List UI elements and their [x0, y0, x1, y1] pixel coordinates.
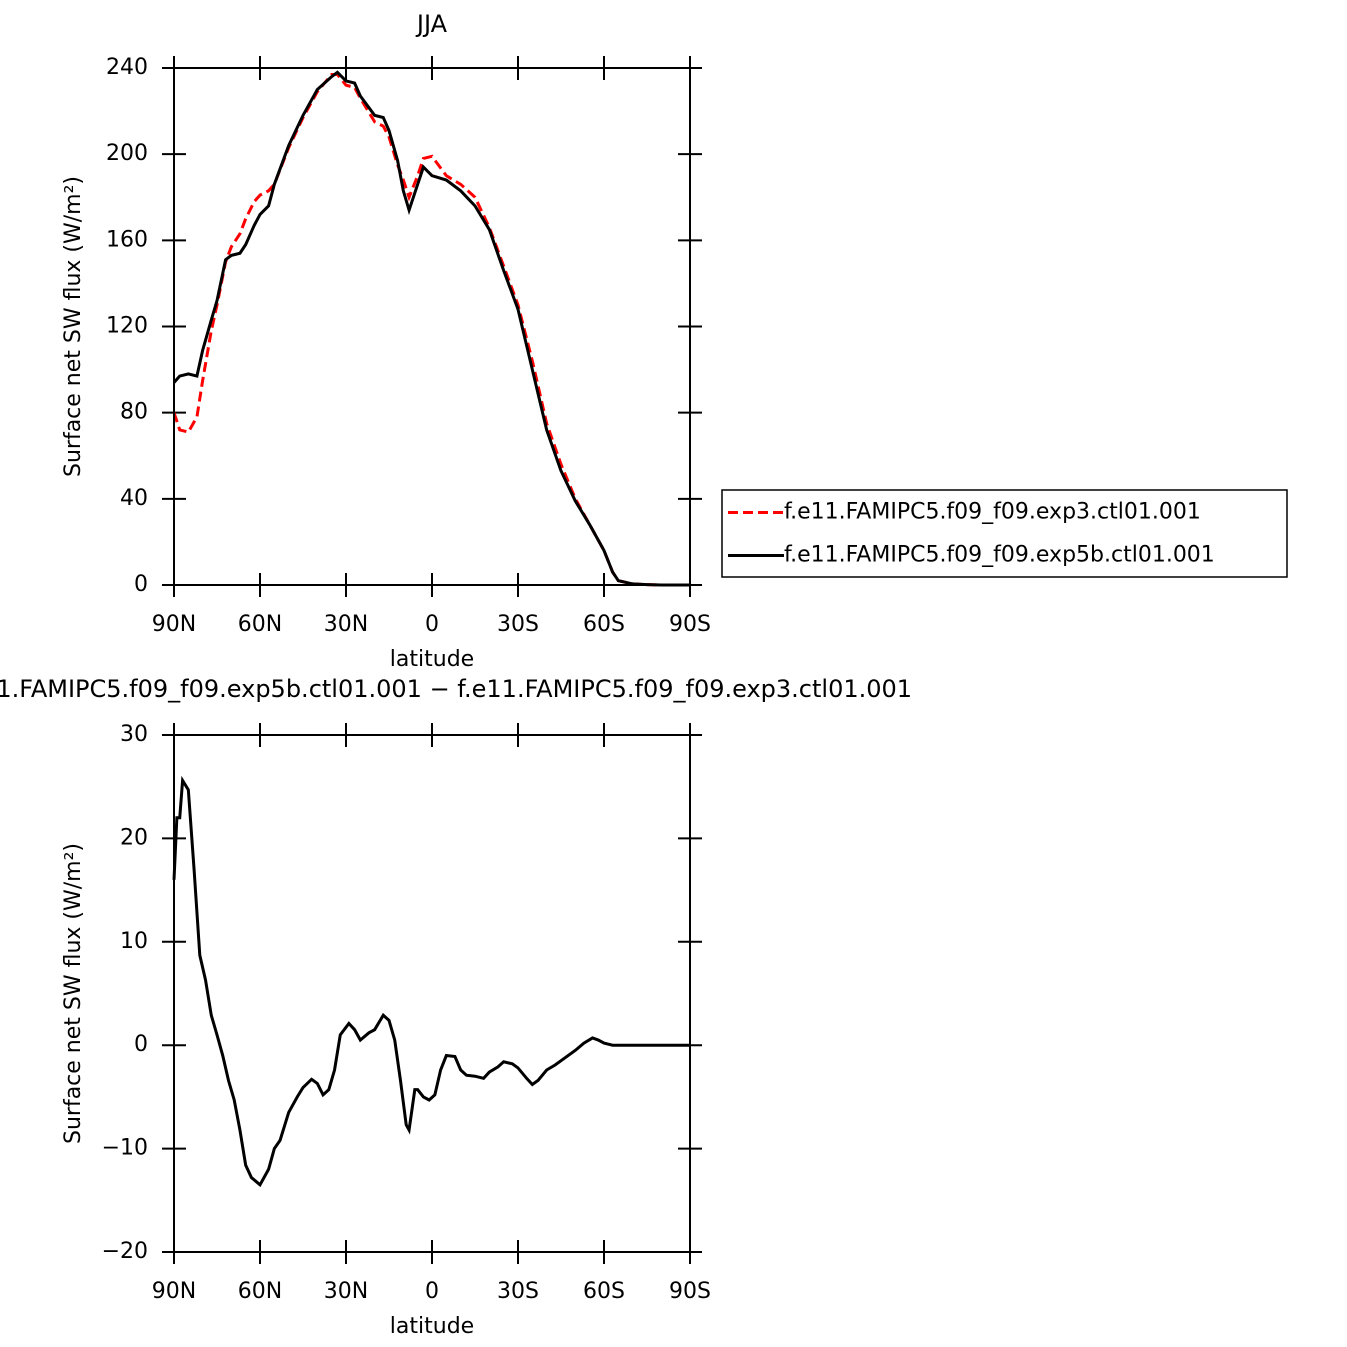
series-line: [172, 72, 690, 587]
y-tick-label: 0: [134, 1032, 148, 1057]
y-tick-label: −10: [102, 1136, 148, 1161]
y-axis-label: Surface net SW flux (W/m²): [61, 176, 86, 477]
x-tick-label: 60S: [583, 1279, 625, 1304]
x-tick-label: 30N: [324, 1279, 368, 1304]
x-tick-label: 0: [425, 612, 439, 637]
x-tick-label: 90N: [152, 1279, 196, 1304]
x-tick-label: 90S: [669, 1279, 711, 1304]
y-tick-label: 30: [120, 722, 148, 747]
x-tick-label: 90N: [152, 612, 196, 637]
x-axis-label: latitude: [390, 1314, 474, 1339]
x-tick-label: 90S: [669, 612, 711, 637]
y-tick-label: 20: [120, 825, 148, 850]
series-line: [172, 70, 690, 587]
y-tick-label: 40: [120, 486, 148, 511]
x-tick-label: 0: [425, 1279, 439, 1304]
y-tick-label: 240: [106, 55, 148, 80]
x-tick-label: 60S: [583, 612, 625, 637]
y-tick-label: 0: [134, 572, 148, 597]
x-tick-label: 60N: [238, 612, 282, 637]
x-tick-label: 30S: [497, 612, 539, 637]
y-tick-label: 200: [106, 141, 148, 166]
chart-title: JJA: [415, 10, 448, 38]
y-tick-label: −20: [102, 1239, 148, 1264]
x-tick-label: 60N: [238, 1279, 282, 1304]
x-tick-label: 30S: [497, 1279, 539, 1304]
y-axis-label: Surface net SW flux (W/m²): [61, 843, 86, 1144]
y-tick-label: 120: [106, 314, 148, 339]
legend-label: f.e11.FAMIPC5.f09_f09.exp5b.ctl01.001: [784, 543, 1215, 568]
y-tick-label: 10: [120, 929, 148, 954]
plot-frame: [173, 67, 691, 586]
plot-frame: [173, 734, 691, 1253]
x-tick-label: 30N: [324, 612, 368, 637]
chart-title: f.e11.FAMIPC5.f09_f09.exp5b.ctl01.001 − …: [0, 675, 912, 703]
y-tick-label: 80: [120, 400, 148, 425]
x-axis-label: latitude: [390, 647, 474, 672]
y-tick-label: 160: [106, 227, 148, 252]
legend-box: [721, 489, 1288, 578]
series-line: [172, 775, 690, 1188]
legend-label: f.e11.FAMIPC5.f09_f09.exp3.ctl01.001: [784, 500, 1201, 525]
